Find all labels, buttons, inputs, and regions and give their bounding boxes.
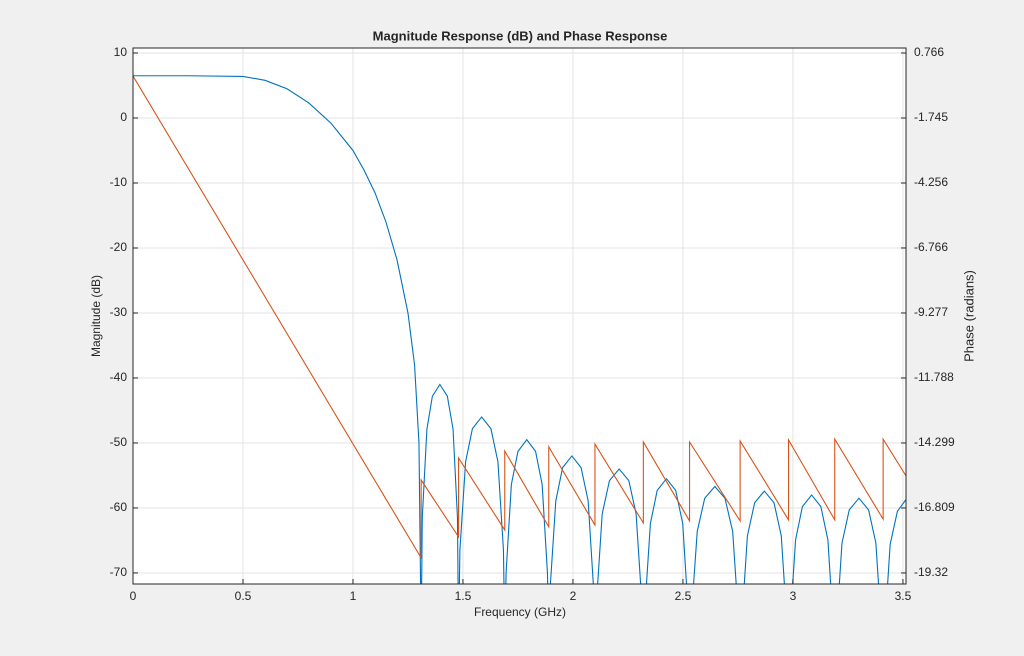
- y-tick-label: -10: [110, 175, 128, 189]
- grid: [132, 48, 906, 584]
- x-axis-label: Frequency (GHz): [474, 605, 566, 619]
- y-tick-label: -50: [110, 435, 128, 449]
- y-tick-label: -70: [110, 565, 128, 579]
- x-tick-label: 1.5: [455, 589, 472, 603]
- y-tick-label: -30: [110, 305, 128, 319]
- x-tick-label: 0.5: [235, 589, 252, 603]
- y2-tick-label: -6.766: [914, 240, 948, 254]
- y2-tick-label: -14.299: [914, 435, 955, 449]
- y2-tick-label: 0.766: [914, 45, 944, 59]
- plot-lines: [133, 75, 906, 584]
- y-tick-label: -40: [110, 370, 128, 384]
- series-line: [133, 75, 906, 560]
- x-tick-label: 3.5: [895, 589, 912, 603]
- series-line: [133, 75, 906, 584]
- y2-tick-label: -1.745: [914, 110, 948, 124]
- chart-title: Magnitude Response (dB) and Phase Respon…: [373, 28, 668, 43]
- y2-axis-label: Phase (radians): [961, 270, 976, 362]
- y-tick-label: 10: [114, 45, 128, 59]
- y-tick-label: 0: [120, 110, 127, 124]
- plot-area: [133, 48, 906, 584]
- x-tick-label: 2: [570, 589, 577, 603]
- y2-tick-label: -9.277: [914, 305, 948, 319]
- y-tick-label: -20: [110, 240, 128, 254]
- x-tick-label: 2.5: [675, 589, 692, 603]
- y2-tick-label: -11.788: [914, 370, 954, 384]
- y2-tick-label: -19.32: [914, 565, 948, 579]
- x-tick-label: 0: [130, 589, 137, 603]
- y-axis-label: Magnitude (dB): [89, 275, 103, 357]
- y2-tick-label: -16.809: [914, 500, 955, 514]
- y2-tick-label: -4.256: [914, 175, 948, 189]
- axes-box: [132, 47, 907, 585]
- y-tick-label: -60: [110, 500, 128, 514]
- x-tick-label: 1: [350, 589, 357, 603]
- x-tick-label: 3: [790, 589, 797, 603]
